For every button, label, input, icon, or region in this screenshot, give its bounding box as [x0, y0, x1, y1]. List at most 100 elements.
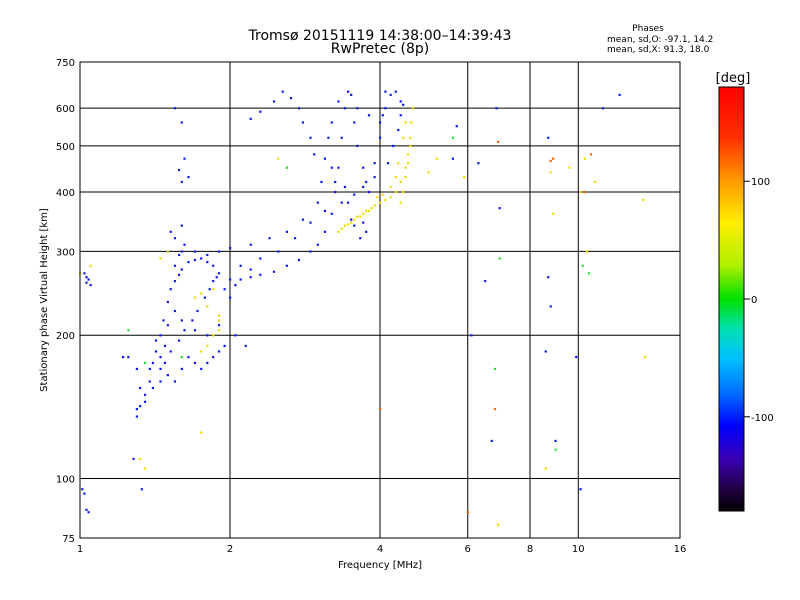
echo-point — [285, 264, 288, 267]
echo-point — [376, 196, 379, 199]
echo-point — [193, 250, 197, 253]
echo-point — [394, 175, 397, 179]
echo-point — [340, 227, 343, 230]
x-axis-label: Frequency [MHz] — [338, 560, 422, 571]
y-tick-label: 200 — [56, 331, 75, 342]
echo-point — [394, 190, 397, 194]
echo-point — [435, 157, 438, 160]
colorbar-tick-label: 0 — [751, 295, 757, 306]
echo-point — [180, 268, 183, 271]
y-axis-label: Stationary phase Virtual Height [km] — [39, 208, 50, 392]
echo-point — [367, 209, 371, 213]
echo-point — [399, 201, 402, 204]
plot-area — [79, 61, 681, 539]
echo-point — [223, 344, 226, 348]
echo-point — [249, 117, 252, 120]
echo-point — [285, 166, 288, 169]
echo-point — [200, 257, 203, 260]
echo-point — [85, 276, 88, 279]
echo-point — [259, 257, 262, 260]
echo-point — [151, 361, 155, 365]
echo-point — [365, 230, 368, 233]
echo-point — [392, 144, 395, 148]
echo-point — [411, 107, 414, 110]
echo-point — [289, 97, 293, 100]
echo-point — [127, 329, 130, 332]
echo-point — [177, 339, 181, 342]
echo-point — [249, 243, 252, 246]
echo-point — [187, 261, 190, 264]
echo-point — [544, 350, 547, 353]
echo-point — [169, 350, 172, 353]
echo-point — [154, 339, 158, 342]
echo-point — [272, 100, 276, 103]
echo-point — [87, 511, 90, 514]
echo-point — [389, 196, 392, 199]
echo-point — [498, 257, 501, 260]
echo-point — [193, 361, 197, 365]
echo-point — [379, 121, 382, 124]
echo-point — [297, 107, 301, 110]
echo-point — [163, 344, 167, 348]
echo-point — [579, 488, 582, 491]
echo-point — [384, 90, 387, 93]
echo-point — [143, 361, 147, 365]
echo-point — [353, 224, 356, 227]
echo-point — [330, 212, 333, 215]
echo-point — [404, 166, 407, 169]
echo-point — [477, 162, 480, 165]
echo-point — [132, 457, 135, 461]
echo-point — [337, 100, 340, 103]
echo-point — [206, 305, 209, 308]
echo-point — [490, 439, 493, 443]
echo-point — [373, 162, 376, 165]
echo-point — [384, 198, 387, 202]
echo-point — [159, 257, 162, 260]
echo-point — [180, 250, 183, 253]
echo-point — [135, 415, 138, 418]
echo-point — [89, 284, 92, 287]
echo-point — [451, 136, 455, 139]
echo-point — [346, 223, 350, 226]
echo-point — [229, 278, 232, 281]
echo-point — [234, 284, 237, 287]
echo-point — [83, 492, 86, 495]
echo-point — [340, 201, 343, 204]
echo-point — [166, 250, 169, 253]
echo-point — [206, 344, 209, 348]
echo-point — [427, 171, 430, 174]
echo-point — [193, 329, 197, 332]
echo-point — [277, 157, 280, 160]
echo-point — [316, 243, 319, 246]
echo-point — [135, 407, 138, 411]
echo-point — [208, 288, 211, 291]
echo-point — [177, 273, 181, 276]
echo-point — [259, 273, 262, 276]
echo-point — [346, 201, 350, 204]
echo-point — [367, 190, 371, 194]
y-axis-ticks: 75 100 200 300 400 500 600 750 — [56, 58, 75, 545]
echo-point — [498, 207, 501, 210]
echo-point — [183, 329, 186, 332]
colorbar: [deg] 100 0 -100 — [716, 71, 774, 512]
echo-point — [180, 121, 183, 124]
echo-point — [337, 230, 340, 233]
echo-point — [353, 121, 356, 124]
echo-point — [206, 253, 209, 257]
echo-point — [362, 221, 365, 224]
echo-point — [177, 168, 181, 172]
echo-point — [206, 361, 209, 365]
echo-point — [180, 319, 183, 322]
echo-point — [470, 334, 473, 337]
echo-point — [466, 511, 469, 514]
echo-point — [642, 198, 645, 202]
echo-point — [389, 185, 392, 189]
echo-point — [362, 166, 365, 169]
echo-point — [217, 324, 221, 327]
echo-point — [337, 166, 340, 169]
echo-point — [212, 334, 215, 337]
echo-point — [343, 185, 347, 189]
echo-point — [223, 288, 226, 291]
echo-point — [399, 114, 402, 117]
echo-point — [587, 272, 591, 275]
